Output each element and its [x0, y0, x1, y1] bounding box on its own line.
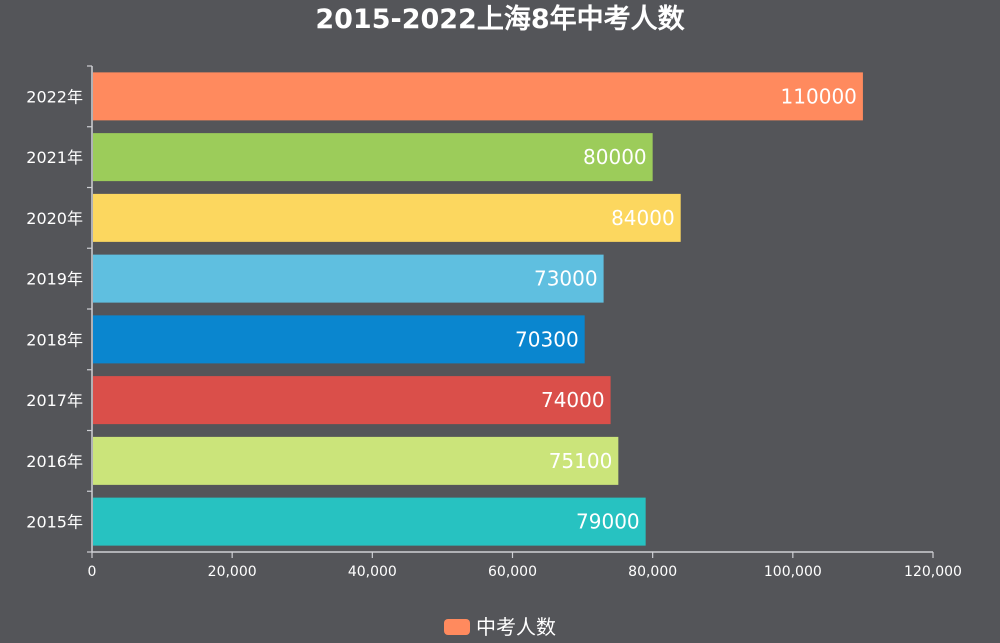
- x-tick-label: 40,000: [348, 564, 397, 580]
- y-category-label: 2019年: [26, 270, 83, 289]
- y-category-label: 2020年: [26, 209, 83, 228]
- x-tick-label: 60,000: [488, 564, 537, 580]
- x-tick-label: 120,000: [904, 564, 962, 580]
- bar[interactable]: [93, 315, 585, 364]
- bar-value-label: 79000: [576, 510, 640, 534]
- bar-value-label: 70300: [515, 327, 579, 351]
- y-category-label: 2015年: [26, 513, 83, 532]
- bar[interactable]: [93, 376, 611, 425]
- x-tick-label: 100,000: [764, 564, 822, 580]
- bar[interactable]: [93, 133, 653, 182]
- bar-value-label: 80000: [583, 145, 647, 169]
- chart-title: 2015-2022上海8年中考人数: [315, 4, 685, 35]
- y-category-label: 2017年: [26, 391, 83, 410]
- y-category-label: 2021年: [26, 148, 83, 167]
- y-category-label: 2016年: [26, 452, 83, 471]
- bar[interactable]: [93, 436, 619, 485]
- bar[interactable]: [93, 497, 646, 546]
- bar-value-label: 73000: [534, 267, 598, 291]
- y-category-label: 2018年: [26, 330, 83, 349]
- legend[interactable]: 中考人数: [0, 614, 1000, 640]
- bar-value-label: 110000: [781, 84, 857, 108]
- x-tick-label: 20,000: [208, 564, 257, 580]
- bar-value-label: 84000: [611, 206, 675, 230]
- bar-value-label: 75100: [549, 449, 613, 473]
- x-tick-label: 0: [88, 564, 97, 580]
- bar-value-label: 74000: [541, 388, 605, 412]
- x-tick-label: 80,000: [628, 564, 677, 580]
- bar[interactable]: [93, 254, 604, 303]
- bar[interactable]: [93, 72, 863, 121]
- y-category-label: 2022年: [26, 87, 83, 106]
- bar[interactable]: [93, 193, 681, 242]
- legend-label: 中考人数: [476, 615, 556, 639]
- legend-swatch: [444, 619, 470, 635]
